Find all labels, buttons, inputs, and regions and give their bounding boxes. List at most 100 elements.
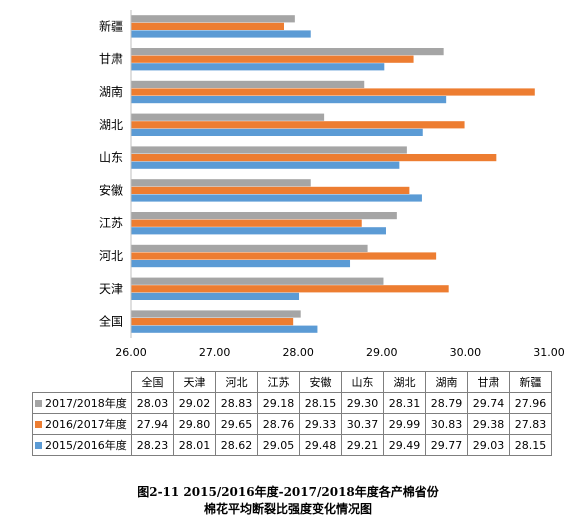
bar-2-7 [131, 96, 447, 104]
table-cell: 29.48 [299, 434, 342, 456]
bar-0-4 [131, 179, 311, 187]
table-cell: 29.05 [257, 434, 300, 456]
table-cell: 27.83 [509, 413, 552, 435]
table-corner [32, 371, 132, 393]
legend-key [35, 421, 42, 428]
bar-1-3 [131, 219, 362, 227]
table-cell: 29.99 [383, 413, 426, 435]
bar-2-0 [131, 325, 318, 333]
table-cell: 28.79 [425, 392, 468, 414]
data-table: 全国 天津 河北 江苏 安徽 山东 湖北 湖南 甘肃 新疆 2017/2018年度 28.03 29.… [32, 371, 552, 456]
table-header-cell: 甘肃 [467, 371, 510, 393]
table-header-cell: 湖南 [425, 371, 468, 393]
bar-2-1 [131, 292, 300, 300]
table-row: 2016/2017年度 27.94 29.80 29.65 28.76 29.33 30.3… [32, 413, 552, 435]
bar-2-4 [131, 194, 422, 202]
table-cell: 29.02 [173, 392, 216, 414]
table-header-cell: 天津 [173, 371, 216, 393]
legend-key [35, 442, 42, 449]
bar-1-2 [131, 252, 437, 260]
table-header-cell: 全国 [131, 371, 174, 393]
table-cell: 28.76 [257, 413, 300, 435]
category-label: 甘肃 [99, 52, 123, 66]
table-cell: 29.21 [341, 434, 384, 456]
bar-0-5 [131, 146, 407, 154]
bar-1-8 [131, 55, 414, 63]
table-cell: 29.49 [383, 434, 426, 456]
category-label: 湖南 [99, 84, 123, 99]
table-cell: 28.15 [299, 392, 342, 414]
bar-1-4 [131, 186, 410, 194]
table-header-cell: 山东 [341, 371, 384, 393]
table-header-cell: 江苏 [257, 371, 300, 393]
bar-2-8 [131, 63, 385, 71]
bar-1-1 [131, 285, 449, 293]
table-cell: 29.65 [215, 413, 258, 435]
category-label: 江苏 [99, 216, 123, 230]
figure-caption: 图2-11 2015/2016年度-2017/2018年度各产棉省份 棉花平均断… [0, 484, 576, 518]
table-cell: 30.83 [425, 413, 468, 435]
bar-0-2 [131, 244, 368, 252]
category-label: 新疆 [99, 18, 123, 33]
table-cell: 28.31 [383, 392, 426, 414]
table-cell: 28.62 [215, 434, 258, 456]
bar-0-3 [131, 212, 397, 220]
series-name: 2017/2018年度 [45, 397, 127, 410]
bar-2-6 [131, 128, 423, 136]
bar-2-5 [131, 161, 400, 169]
series-name-cell: 2017/2018年度 [32, 392, 132, 414]
category-label: 湖北 [99, 117, 123, 132]
bar-1-9 [131, 22, 284, 30]
table-cell: 30.37 [341, 413, 384, 435]
series-name: 2016/2017年度 [45, 418, 127, 431]
caption-line-2: 棉花平均断裂比强度变化情况图 [203, 502, 372, 516]
table-cell: 28.01 [173, 434, 216, 456]
bar-2-2 [131, 260, 351, 268]
table-row: 2015/2016年度 28.23 28.01 28.62 29.05 29.48 29.2… [32, 434, 552, 456]
legend-key [35, 400, 42, 407]
series-name-cell: 2015/2016年度 [32, 434, 132, 456]
table-cell: 28.23 [131, 434, 174, 456]
series-name-cell: 2016/2017年度 [32, 413, 132, 435]
table-cell: 29.18 [257, 392, 300, 414]
table-header-row: 全国 天津 河北 江苏 安徽 山东 湖北 湖南 甘肃 新疆 [32, 371, 552, 393]
bar-2-3 [131, 227, 386, 235]
table-cell: 27.96 [509, 392, 552, 414]
bar-0-1 [131, 277, 384, 285]
table-cell: 29.03 [467, 434, 510, 456]
bar-0-0 [131, 310, 301, 318]
table-cell: 27.94 [131, 413, 174, 435]
table-cell: 29.30 [341, 392, 384, 414]
bar-1-0 [131, 318, 294, 326]
category-label: 山东 [99, 151, 123, 165]
bar-0-9 [131, 15, 295, 23]
category-label: 天津 [99, 282, 123, 296]
bar-2-9 [131, 30, 311, 38]
bar-1-7 [131, 88, 535, 96]
bar-0-6 [131, 113, 325, 121]
bar-1-5 [131, 154, 497, 162]
x-tick-label: 28.00 [282, 346, 314, 359]
table-cell: 28.15 [509, 434, 552, 456]
bar-0-7 [131, 80, 365, 88]
x-tick-label: 27.00 [199, 346, 231, 359]
plot-area: 全国 天津 河北 江苏 安徽 山东 湖北 湖南 甘肃 新疆 26.00 27.00 28.00 29.00… [99, 10, 565, 359]
table-header-cell: 河北 [215, 371, 258, 393]
table-cell: 29.80 [173, 413, 216, 435]
x-tick-label: 29.00 [366, 346, 398, 359]
table-cell: 28.03 [131, 392, 174, 414]
table-cell: 29.38 [467, 413, 510, 435]
category-label: 河北 [99, 249, 123, 263]
x-tick-label: 26.00 [115, 346, 147, 359]
table-header-cell: 安徽 [299, 371, 342, 393]
caption-line-1: 图2-11 2015/2016年度-2017/2018年度各产棉省份 [137, 485, 439, 499]
x-tick-label: 30.00 [450, 346, 482, 359]
table-cell: 28.83 [215, 392, 258, 414]
bar-0-8 [131, 48, 444, 56]
category-label: 安徽 [99, 182, 123, 197]
category-label: 全国 [99, 314, 123, 329]
x-tick-label: 31.00 [533, 346, 565, 359]
series-name: 2015/2016年度 [45, 439, 127, 452]
table-cell: 29.77 [425, 434, 468, 456]
table-header-cell: 湖北 [383, 371, 426, 393]
